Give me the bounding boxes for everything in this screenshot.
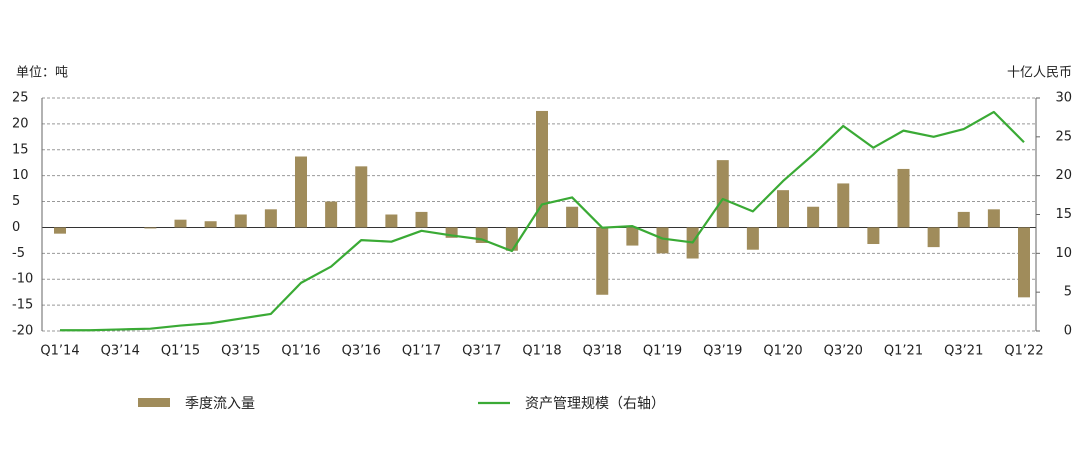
y-tick-label: 20 xyxy=(12,116,29,131)
bar xyxy=(746,227,759,250)
bar xyxy=(144,227,157,229)
y-tick-label: -20 xyxy=(12,324,33,339)
y2-tick-label: 5 xyxy=(1064,285,1072,300)
bar xyxy=(325,201,338,228)
bar xyxy=(807,206,820,228)
bar xyxy=(596,227,609,295)
y-tick-label: 10 xyxy=(12,168,29,183)
bar xyxy=(927,227,940,248)
y2-tick-label: 30 xyxy=(1055,91,1072,106)
x-tick-label: Q1’15 xyxy=(161,344,200,359)
bar xyxy=(234,214,247,228)
x-tick-label: Q3’15 xyxy=(221,344,260,359)
legend-text: 资产管理规模（右轴） xyxy=(525,396,665,412)
x-tick-label: Q3’14 xyxy=(101,344,140,359)
bar xyxy=(987,209,1000,228)
x-tick-label: Q3’20 xyxy=(824,344,863,359)
bar xyxy=(355,166,368,228)
bar xyxy=(897,168,910,228)
bar xyxy=(264,209,277,228)
x-tick-label: Q3’17 xyxy=(462,344,501,359)
y-tick-label: -10 xyxy=(12,272,33,287)
bar xyxy=(505,227,518,251)
y-tick-label: 25 xyxy=(12,91,29,106)
x-tick-label: Q1’21 xyxy=(884,344,923,359)
y-tick-label: -15 xyxy=(12,298,33,313)
y-tick-label: -5 xyxy=(12,246,25,261)
bar xyxy=(385,214,398,228)
y2-tick-label: 20 xyxy=(1055,168,1072,183)
bar xyxy=(54,227,66,234)
x-tick-label: Q1’22 xyxy=(1004,344,1043,359)
x-tick-label: Q3’21 xyxy=(944,344,983,359)
bar xyxy=(415,211,428,228)
x-tick-label: Q1’16 xyxy=(281,344,320,359)
bar xyxy=(1018,227,1030,298)
x-tick-label: Q3’19 xyxy=(703,344,742,359)
x-tick-label: Q1’17 xyxy=(402,344,441,359)
y-tick-label: 15 xyxy=(12,142,29,157)
x-tick-label: Q3’16 xyxy=(342,344,381,359)
y-axis-label: 单位：吨 xyxy=(16,66,68,81)
bar xyxy=(204,221,217,228)
y-tick-label: 0 xyxy=(12,220,20,235)
x-tick-label: Q3’18 xyxy=(583,344,622,359)
y2-tick-label: 15 xyxy=(1055,207,1072,222)
bar xyxy=(837,183,850,228)
y2-tick-label: 10 xyxy=(1055,246,1072,261)
bar xyxy=(445,227,458,238)
legend-text: 季度流入量 xyxy=(185,396,255,412)
bar xyxy=(536,110,548,228)
bar xyxy=(295,156,307,228)
bar xyxy=(566,206,579,228)
bar xyxy=(957,211,970,228)
bar xyxy=(867,227,880,245)
y-tick-label: 5 xyxy=(12,194,20,209)
y2-tick-label: 0 xyxy=(1064,324,1072,339)
legend-swatch xyxy=(138,398,170,407)
bar xyxy=(174,219,187,228)
line xyxy=(60,110,1025,332)
x-tick-label: Q1’18 xyxy=(522,344,561,359)
x-tick-label: Q1’20 xyxy=(763,344,802,359)
x-tick-label: Q1’14 xyxy=(40,344,79,359)
bar xyxy=(777,190,789,228)
bar xyxy=(626,227,639,246)
y2-axis-label: 十亿人民币 xyxy=(1007,66,1072,81)
bar xyxy=(716,160,729,228)
bar xyxy=(656,227,669,254)
y2-tick-label: 25 xyxy=(1055,129,1072,144)
x-tick-label: Q1’19 xyxy=(643,344,682,359)
